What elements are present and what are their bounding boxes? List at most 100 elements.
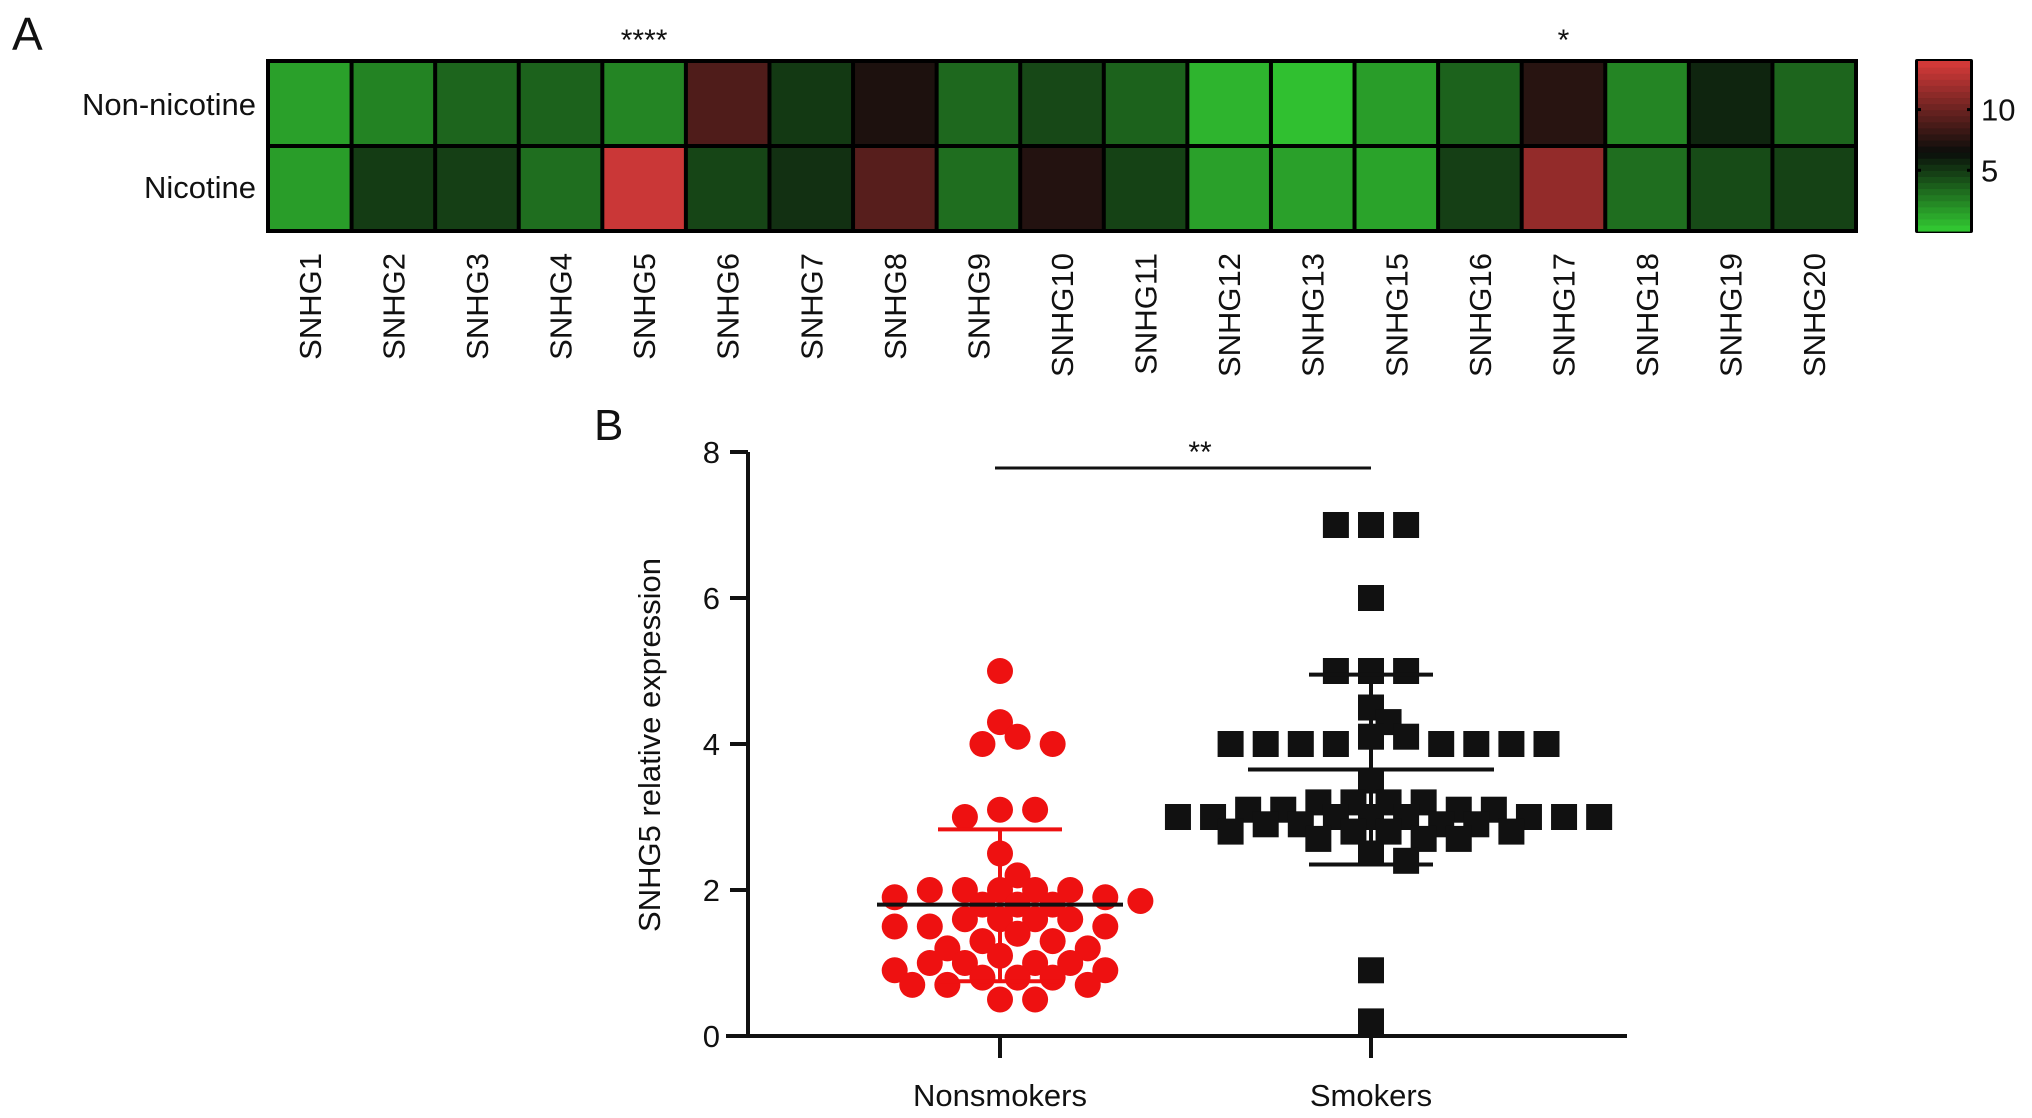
heatmap-cell-nicotine-snhg1 <box>270 148 350 229</box>
colorbar-step <box>1918 152 1970 159</box>
series-smokers <box>1164 512 1613 1035</box>
data-point <box>1498 731 1525 757</box>
column-label-snhg3: SNHG3 <box>460 253 495 360</box>
colorbar-step <box>1918 85 1970 92</box>
data-point <box>1358 585 1384 611</box>
data-point <box>1004 920 1031 947</box>
heatmap-cell-non-nicotine-snhg6 <box>687 63 768 144</box>
colorbar-step <box>1918 194 1970 202</box>
heatmap-cell-nicotine-snhg5 <box>604 148 684 229</box>
heatmap <box>266 59 1858 233</box>
colorbar-step <box>1918 127 1970 135</box>
colorbar-step <box>1918 115 1970 123</box>
data-point <box>987 658 1013 684</box>
significance-marker-snhg17: * <box>1558 24 1570 57</box>
heatmap-cell-nicotine-snhg10 <box>1022 148 1102 229</box>
colorbar: 10 5 <box>1915 59 2015 233</box>
heatmap-cell-non-nicotine-snhg1 <box>270 63 350 144</box>
data-point <box>1340 818 1367 845</box>
heatmap-cell-nicotine-snhg19 <box>1690 148 1771 229</box>
heatmap-cell-nicotine-snhg7 <box>771 148 852 229</box>
colorbar-step <box>1918 133 1970 141</box>
data-point <box>1551 804 1578 830</box>
data-point <box>1305 825 1332 852</box>
colorbar-step <box>1918 67 1970 74</box>
data-point <box>1004 723 1031 750</box>
y-tick-label: 8 <box>703 435 720 470</box>
colorbar-step <box>1918 121 1970 129</box>
data-point <box>1057 906 1084 933</box>
data-point <box>1428 731 1455 757</box>
colorbar-step <box>1918 176 1970 184</box>
column-label-snhg8: SNHG8 <box>878 253 913 360</box>
colorbar-step <box>1918 103 1970 111</box>
column-label-snhg12: SNHG12 <box>1212 253 1247 377</box>
heatmap-cell-nicotine-snhg2 <box>353 148 434 229</box>
series-nonsmokers <box>877 658 1154 1013</box>
data-point <box>1022 950 1049 976</box>
heatmap-cell-non-nicotine-snhg5 <box>604 63 684 144</box>
colorbar-step <box>1918 170 1970 177</box>
x-tick-label-smokers: Smokers <box>1310 1078 1432 1113</box>
panel-label-b: B <box>594 401 623 450</box>
colorbar-step <box>1918 218 1970 226</box>
heatmap-cell-nicotine-snhg11 <box>1105 148 1186 229</box>
heatmap-cell-non-nicotine-snhg13 <box>1272 63 1353 144</box>
data-point <box>1375 818 1402 845</box>
column-label-snhg10: SNHG10 <box>1045 253 1080 377</box>
heatmap-cell-non-nicotine-snhg20 <box>1774 63 1854 144</box>
data-point <box>1039 928 1066 955</box>
data-point <box>1164 804 1191 830</box>
heatmap-cell-non-nicotine-snhg11 <box>1105 63 1186 144</box>
y-tick-label: 2 <box>703 873 720 908</box>
column-label-snhg16: SNHG16 <box>1463 253 1498 377</box>
data-point <box>1022 906 1049 933</box>
column-label-snhg5: SNHG5 <box>627 253 662 360</box>
colorbar-step <box>1918 61 1970 68</box>
data-point <box>1393 847 1420 874</box>
colorbar-step <box>1918 91 1970 99</box>
colorbar-step <box>1918 139 1970 147</box>
significance-label: ** <box>1188 436 1212 469</box>
data-point <box>1004 964 1031 991</box>
column-label-snhg13: SNHG13 <box>1296 253 1331 377</box>
significance-marker-snhg5: **** <box>621 24 668 57</box>
column-label-snhg9: SNHG9 <box>961 253 996 360</box>
colorbar-step <box>1918 164 1970 171</box>
heatmap-cell-nicotine-snhg15 <box>1356 148 1437 229</box>
heatmap-cell-non-nicotine-snhg15 <box>1356 63 1437 144</box>
data-point <box>899 971 926 998</box>
data-point <box>1393 512 1420 538</box>
colorbar-step <box>1918 224 1970 232</box>
data-point <box>951 906 978 933</box>
colorbar-tick-label: 5 <box>1981 153 1998 188</box>
data-point <box>987 796 1013 823</box>
scatter-plot: 0 2 4 6 8 <box>703 435 1627 1058</box>
y-axis-label: SNHG5 relative expression <box>632 558 667 932</box>
data-point <box>916 913 943 940</box>
data-point <box>1217 731 1244 757</box>
heatmap-cell-nicotine-snhg8 <box>855 148 935 229</box>
heatmap-cell-nicotine-snhg3 <box>437 148 517 229</box>
y-tick-label: 0 <box>703 1019 720 1054</box>
colorbar-step <box>1918 206 1970 214</box>
heatmap-column-labels: SNHG1 SNHG2 SNHG3 SNHG4 SNHG5 SNHG6 SNHG7 SNHG8… <box>293 253 1832 377</box>
data-point <box>1057 877 1084 903</box>
colorbar-tick-label: 10 <box>1981 93 2015 128</box>
heatmap-cell-nicotine-snhg18 <box>1607 148 1687 229</box>
column-label-snhg4: SNHG4 <box>544 253 579 360</box>
column-label-snhg1: SNHG1 <box>293 253 328 360</box>
data-point <box>1393 658 1420 684</box>
data-point <box>934 971 961 998</box>
colorbar-step <box>1918 146 1970 153</box>
heatmap-cell-non-nicotine-snhg16 <box>1440 63 1520 144</box>
heatmap-cell-non-nicotine-snhg3 <box>437 63 517 144</box>
heatmap-cell-nicotine-snhg4 <box>520 148 601 229</box>
data-point <box>1074 935 1101 962</box>
column-label-snhg20: SNHG20 <box>1797 253 1832 377</box>
colorbar-step <box>1918 73 1970 80</box>
column-label-snhg19: SNHG19 <box>1714 253 1749 377</box>
data-point <box>881 913 908 940</box>
data-point <box>1322 658 1349 684</box>
data-point <box>1533 731 1560 757</box>
